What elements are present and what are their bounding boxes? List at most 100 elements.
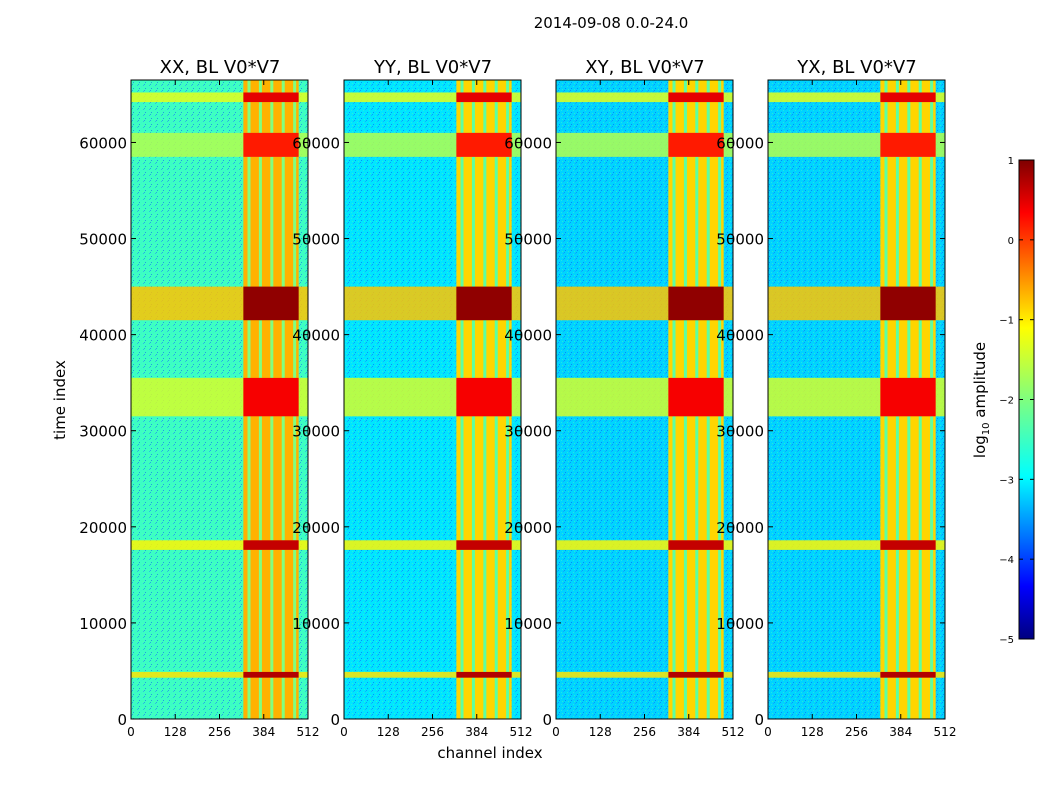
x-tick-label: 384 [889, 725, 912, 739]
rfi-band-core [243, 671, 299, 678]
y-tick-label: 10000 [292, 615, 340, 633]
rfi-band-core [456, 92, 512, 103]
y-tick-label: 0 [542, 711, 552, 729]
rfi-band-core [668, 286, 724, 321]
x-tick-label: 512 [934, 725, 957, 739]
rfi-band-core [880, 132, 936, 157]
colorbar-label: log10 amplitude [971, 342, 992, 458]
rfi-band-core [880, 92, 936, 103]
colorbar-tick-label: −1 [999, 316, 1014, 327]
x-tick-label: 128 [801, 725, 824, 739]
rfi-band [556, 671, 733, 678]
rfi-band [344, 92, 521, 103]
y-tick-label: 40000 [79, 327, 127, 345]
colorbar: 10−1−2−3−4−5 log10 amplitude [971, 156, 1035, 646]
rfi-band-core [668, 671, 724, 678]
x-tick-label: 0 [764, 725, 772, 739]
panel-4: YX, BL V0*V7 0 128 256 384 512 0 10000 20000 300… [716, 57, 956, 739]
rfi-band-core [668, 92, 724, 103]
panel-1: XX, BL V0*V7 0 128 256 384 512 0 10000 20000 300… [79, 57, 319, 739]
rfi-band-core [456, 132, 512, 157]
y-tick-label: 50000 [79, 231, 127, 249]
x-tick-label: 512 [510, 725, 533, 739]
colorbar-tick-label: −3 [999, 475, 1014, 486]
x-tick-label: 512 [297, 725, 320, 739]
x-axis-label: channel index [437, 744, 542, 762]
rfi-band-core [880, 540, 936, 550]
x-tick-label: 0 [552, 725, 560, 739]
figure-suptitle: 2014-09-08 0.0-24.0 [534, 14, 689, 32]
y-tick-label: 40000 [504, 327, 552, 345]
x-tick-label: 384 [465, 725, 488, 739]
rfi-band [556, 92, 733, 103]
rfi-band [344, 540, 521, 550]
panel-title: XX, BL V0*V7 [160, 57, 281, 78]
x-tick-label: 384 [677, 725, 700, 739]
rfi-band-core [880, 671, 936, 678]
y-tick-label: 50000 [504, 231, 552, 249]
colorbar-tick-label: 1 [1008, 156, 1014, 167]
y-tick-label: 20000 [292, 519, 340, 537]
rfi-band-core [668, 132, 724, 157]
colorbar-label-sub: 10 [981, 422, 992, 435]
x-tick-label: 256 [208, 725, 231, 739]
rfi-band [768, 671, 945, 678]
y-tick-label: 40000 [716, 327, 764, 345]
y-tick-label: 60000 [292, 134, 340, 152]
rfi-band-core [243, 132, 299, 157]
heatmap-3: 0 128 256 384 512 0 10000 20000 30000 40000 50000 6… [504, 79, 745, 739]
x-tick-label: 128 [377, 725, 400, 739]
rfi-band-core [243, 92, 299, 103]
y-tick-label: 10000 [504, 615, 552, 633]
rfi-band-core [243, 540, 299, 550]
y-tick-label: 50000 [716, 231, 764, 249]
y-tick-label: 60000 [79, 134, 127, 152]
colorbar-tick-label: −2 [999, 396, 1014, 407]
rfi-band-core [456, 671, 512, 678]
rfi-band-core [243, 377, 299, 417]
y-tick-label: 30000 [504, 423, 552, 441]
y-tick-label: 30000 [292, 423, 340, 441]
x-tick-label: 384 [252, 725, 275, 739]
x-tick-label: 128 [589, 725, 612, 739]
panel-2: YY, BL V0*V7 0 128 256 384 512 0 10000 20000 300… [292, 57, 532, 739]
colorbar-label-main: log [971, 435, 989, 458]
rfi-band-core [880, 286, 936, 321]
rfi-band [556, 540, 733, 550]
rfi-band-core [668, 377, 724, 417]
y-tick-label: 40000 [292, 327, 340, 345]
y-tick-label: 20000 [716, 519, 764, 537]
x-tick-label: 512 [722, 725, 745, 739]
heatmap-2: 0 128 256 384 512 0 10000 20000 30000 40000 50000 6… [292, 79, 533, 739]
rfi-band [131, 671, 308, 678]
x-tick-label: 256 [421, 725, 444, 739]
heatmap-1: 0 128 256 384 512 0 10000 20000 30000 40000 50000 6… [79, 79, 320, 739]
rfi-band-core [456, 286, 512, 321]
y-axis-label: time index [51, 360, 69, 440]
y-tick-label: 20000 [504, 519, 552, 537]
rfi-band-core [668, 540, 724, 550]
rfi-band [344, 671, 521, 678]
x-tick-label: 256 [845, 725, 868, 739]
rfi-band [131, 540, 308, 550]
y-tick-label: 60000 [716, 134, 764, 152]
x-tick-label: 0 [127, 725, 135, 739]
colorbar-tick-label: −5 [999, 635, 1014, 646]
rfi-band [768, 540, 945, 550]
panel-3: XY, BL V0*V7 0 128 256 384 512 0 10000 20000 300… [504, 57, 744, 739]
heatmap-4: 0 128 256 384 512 0 10000 20000 30000 40000 50000 6… [716, 79, 957, 739]
rfi-band-core [880, 377, 936, 417]
panel-title: YY, BL V0*V7 [373, 57, 492, 78]
y-tick-label: 30000 [716, 423, 764, 441]
y-tick-label: 0 [117, 711, 127, 729]
x-tick-label: 0 [340, 725, 348, 739]
y-tick-label: 30000 [79, 423, 127, 441]
colorbar-tick-label: 0 [1008, 236, 1014, 247]
colorbar-tick-label: −4 [999, 555, 1014, 566]
rfi-band [768, 92, 945, 103]
x-tick-label: 128 [164, 725, 187, 739]
panel-title: YX, BL V0*V7 [796, 57, 916, 78]
y-tick-label: 10000 [716, 615, 764, 633]
colorbar-label-rest: amplitude [971, 342, 989, 423]
